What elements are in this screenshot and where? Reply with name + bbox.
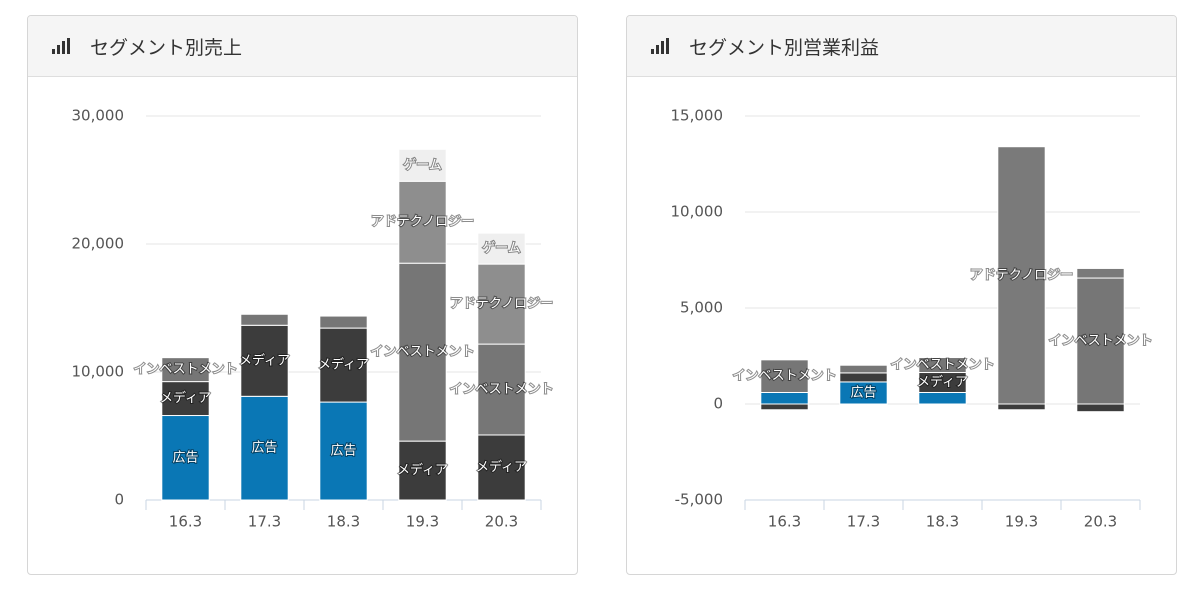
bar-segment: [161, 357, 210, 383]
chart: 010,00020,00030,00016.3広告メディアインベストメント17.…: [72, 107, 555, 531]
bar-segment: [477, 263, 526, 345]
bar-segment: [319, 401, 368, 501]
bar-segment: [398, 180, 447, 264]
segment-label: メディア: [160, 390, 211, 406]
y-tick-label: 5,000: [680, 299, 723, 317]
x-tick-label: 19.3: [1005, 513, 1038, 531]
y-tick-label: 0: [713, 395, 723, 413]
bar-segment: [760, 403, 809, 411]
segment-label: 広告: [172, 450, 198, 465]
panel: セグメント別営業利益 -5,000 0 5,000 10,000 15,000 16.3 イ…: [626, 15, 1177, 575]
y-tick-label: 10,000: [72, 363, 125, 381]
y-tick-label: 30,000: [72, 107, 125, 125]
chart-icon: [52, 38, 70, 54]
bar-segment: [240, 313, 289, 326]
y-tick-label: 10,000: [671, 203, 724, 221]
bar-segment: [240, 395, 289, 501]
bar-segment: [997, 146, 1046, 405]
bar-segment: [1076, 403, 1125, 413]
chart-icon: [651, 38, 669, 54]
segment-label: メディア: [476, 459, 527, 475]
x-tick-label: 18.3: [926, 513, 959, 531]
segment-label: ゲーム: [482, 241, 521, 256]
bar-segment: [161, 381, 210, 417]
y-tick-label: -5,000: [675, 491, 723, 509]
bar-segment: [760, 359, 809, 393]
bar-segment: [1076, 267, 1125, 279]
bar-segment: [839, 364, 888, 374]
bar-segment: [1076, 277, 1125, 405]
panel: セグメント別売上 0 10,000 20,000 30,000 16.3 広告 メディア イン…: [27, 15, 578, 575]
bar-segment: [918, 357, 967, 374]
bar-segment: [760, 391, 809, 405]
segment-label: アドテクノロジー: [371, 215, 474, 230]
segment-label: メディア: [318, 357, 369, 373]
chart: -5,000 0 5,000 10,000 15,000 16.3 インベストメント 17.3…: [671, 107, 1154, 531]
bar-segment: [161, 415, 210, 501]
x-tick-label: 19.3: [406, 513, 439, 531]
chart-title: セグメント別営業利益: [689, 36, 880, 59]
segment-label: 広告: [330, 444, 356, 459]
segment-label: アドテクノロジー: [450, 297, 553, 312]
bar-segment: [918, 391, 967, 405]
bar-segment: [398, 440, 447, 501]
segment-label: インベストメント: [133, 362, 237, 377]
bar-segment: [398, 262, 447, 442]
x-tick-label: 16.3: [169, 513, 202, 531]
y-tick-label: 0: [114, 491, 124, 509]
bar-segment: [477, 434, 526, 501]
x-tick-label: 20.3: [485, 513, 518, 531]
segment-label: 広告: [850, 385, 876, 400]
chart-title: セグメント別売上: [90, 36, 243, 59]
bar-segment: [839, 372, 888, 383]
y-tick-label: 20,000: [72, 235, 125, 253]
segment-label: インベストメント: [890, 358, 994, 373]
segment-label: インベストメント: [449, 382, 553, 397]
bar-segment: [477, 232, 526, 265]
segment-label: インベストメント: [370, 345, 474, 360]
segment-label: インベストメント: [1048, 334, 1152, 349]
segment-label: メディア: [239, 352, 290, 368]
segment-label: メディア: [397, 462, 448, 478]
segment-label: 広告: [251, 441, 277, 456]
y-tick-label: 15,000: [671, 107, 724, 125]
x-tick-label: 17.3: [248, 513, 281, 531]
x-tick-label: 18.3: [327, 513, 360, 531]
segment-label: アドテクノロジー: [970, 268, 1073, 283]
x-tick-label: 20.3: [1084, 513, 1117, 531]
panel-header: セグメント別売上: [28, 16, 577, 77]
segment-label: ゲーム: [403, 158, 442, 173]
bar-segment: [997, 403, 1046, 411]
x-tick-label: 17.3: [847, 513, 880, 531]
bar-segment: [240, 324, 289, 397]
segment-label: インベストメント: [732, 369, 836, 384]
x-tick-label: 16.3: [768, 513, 801, 531]
panel-header: セグメント別営業利益: [627, 16, 1176, 77]
bar-segment: [477, 343, 526, 436]
bar-segment: [319, 315, 368, 329]
segment-label: メディア: [917, 374, 968, 390]
bar-segment: [398, 148, 447, 182]
